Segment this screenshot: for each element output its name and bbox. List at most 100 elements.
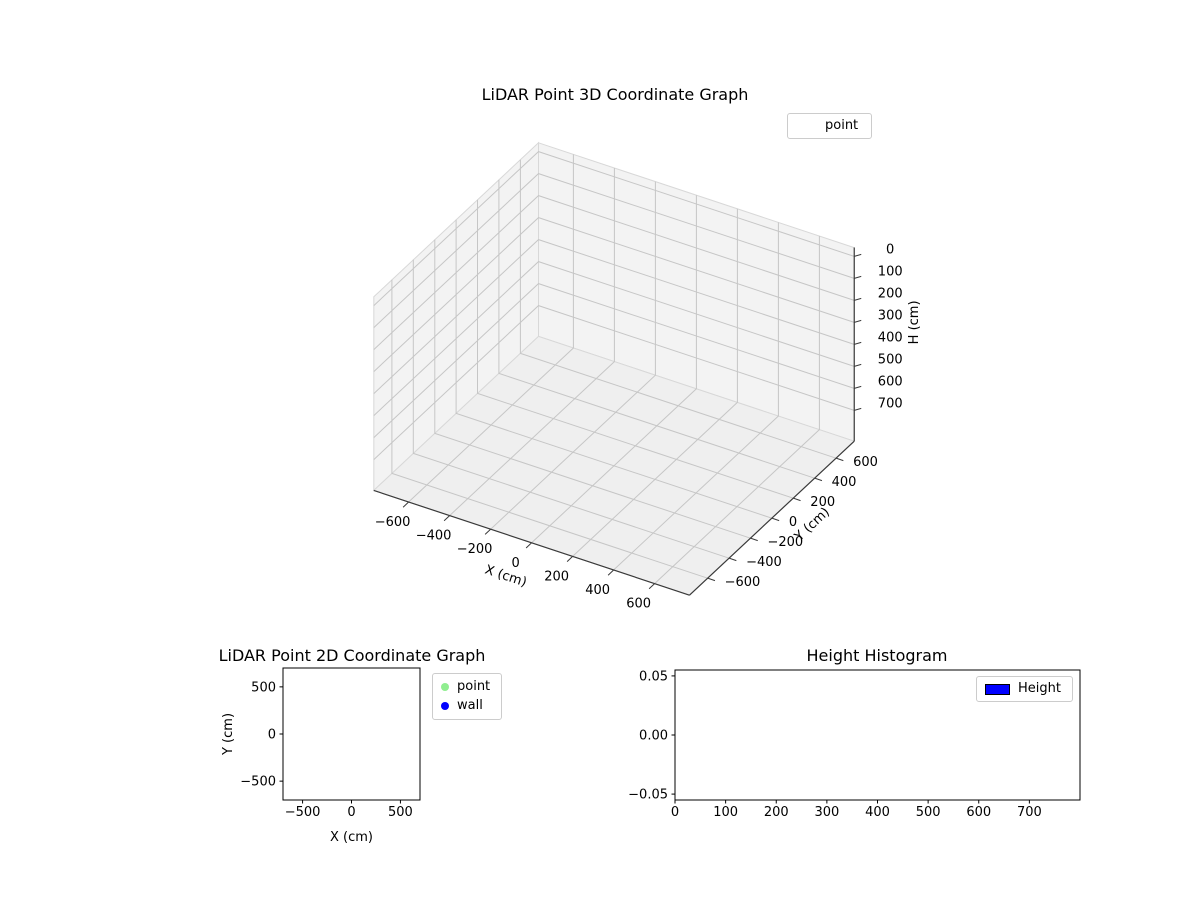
plot3d-gridline: [434, 239, 751, 539]
plot3d-x-tick: [525, 542, 532, 549]
plot3d-legend: point: [787, 113, 873, 139]
plot3d-y-tick-label: 0: [789, 515, 797, 530]
plot3d-gridline: [373, 151, 855, 306]
hist-title: Height Histogram: [806, 646, 948, 665]
plot3d-y-tick: [793, 497, 801, 502]
wall-marker-icon: [441, 702, 449, 710]
plot3d-gridline: [373, 305, 855, 460]
plot3d-x-tick: [443, 515, 450, 522]
plot3d-z-tick-label: 600: [878, 374, 903, 389]
plot3d-z-tick: [854, 407, 862, 411]
plot2d-legend: point wall: [432, 673, 503, 720]
plot3d-x-tick-label: −600: [375, 515, 411, 530]
plot3d-z-tick-label: 100: [878, 264, 903, 279]
plot3d-x-axis-label: X (cm): [483, 563, 529, 591]
plot3d-gridline: [455, 219, 773, 519]
point-marker-icon: [441, 683, 449, 691]
hist-legend-row-height: Height: [985, 681, 1061, 697]
plot3d-title: LiDAR Point 3D Coordinate Graph: [481, 85, 749, 104]
hist-y-tick-label: 0.05: [639, 669, 668, 684]
plot3d-x-tick: [607, 569, 614, 576]
plot3d-x-tick: [484, 528, 491, 535]
plot3d-gridline: [391, 279, 708, 579]
plot3d-y-tick: [707, 577, 716, 582]
plot2d-x-tick-label: 500: [388, 805, 413, 820]
plot2d-x-tick-label: 0: [347, 805, 355, 820]
plot3d-x-tick-label: −200: [457, 542, 493, 557]
plot3d-y-tick: [750, 537, 758, 542]
plot3d-z-tick-label: 300: [878, 308, 903, 323]
plot3d-z-axis-label: H (cm): [907, 300, 922, 344]
plot3d-x-tick-label: 200: [544, 569, 569, 584]
hist-y-tick-label: 0.00: [639, 729, 668, 744]
plot3d-gridline: [373, 217, 855, 372]
plot2d-x-axis-label: X (cm): [330, 830, 373, 845]
plot3d-y-tick-label: 200: [810, 495, 835, 510]
plot2d-y-axis-label: Y (cm): [221, 713, 236, 756]
plot3d-gridline: [449, 168, 615, 516]
hist-x-tick-label: 100: [713, 805, 738, 820]
plot3d-legend-point-label: point: [825, 118, 859, 133]
plot3d-gridline: [373, 173, 855, 328]
plot3d-y-axis-label: Y (cm): [791, 505, 833, 545]
plot3d-gridline: [373, 195, 855, 350]
plot3d-x-tick: [648, 583, 655, 590]
plot3d-z-tick: [854, 275, 862, 279]
plot3d-x-tick-label: 600: [626, 597, 651, 612]
plot3d-z-tick-label: 500: [878, 352, 903, 367]
plot3d-gridline: [519, 159, 837, 459]
plot2d-legend-row-wall: wall: [441, 698, 490, 714]
plot2d-legend-row-point: point: [441, 679, 490, 695]
plot2d-axes-box: [282, 667, 421, 801]
plot3d-y-tick: [814, 477, 823, 482]
plot3d-y-tick-label: 400: [832, 475, 857, 490]
plot3d-gridline: [373, 261, 855, 416]
plot3d-y-tick-label: −200: [768, 535, 804, 550]
plot3d-gridline: [373, 239, 855, 394]
plot2d-x-tick-label: −500: [285, 805, 321, 820]
hist-legend: Height: [976, 676, 1073, 702]
plot3d-x-tick: [566, 556, 573, 562]
plot3d-z-tick: [854, 363, 862, 367]
plot3d-gridline: [412, 259, 730, 559]
plot3d-gridline: [572, 208, 738, 557]
plot3d-y-tick-label: −400: [746, 555, 782, 570]
plot3d-z-tick-label: 400: [878, 330, 903, 345]
plot3d-y-tick-label: −600: [725, 575, 761, 590]
plot3d-z-tick: [854, 297, 862, 301]
hist-x-tick-label: 400: [865, 805, 890, 820]
hist-x-tick-label: 200: [764, 805, 789, 820]
plot3d-y-tick-label: 600: [853, 455, 878, 470]
hist-x-tick-label: 0: [671, 805, 679, 820]
hist-x-tick-label: 300: [814, 805, 839, 820]
plot2d-legend-point-label: point: [457, 679, 491, 694]
plot3d-gridline: [531, 195, 697, 544]
plot2d-y-tick-label: 0: [268, 728, 276, 743]
plot3d-x-tick: [402, 501, 409, 508]
hist-x-tick-label: 600: [966, 805, 991, 820]
plot3d-gridline: [654, 236, 820, 584]
plot3d-z-tick: [854, 385, 862, 389]
plot2d-legend-wall-label: wall: [457, 698, 483, 713]
plot3d-z-tick: [854, 253, 862, 257]
plot3d-x-tick-label: −400: [416, 529, 452, 544]
plot3d-z-tick-label: 200: [878, 286, 903, 301]
plot3d-gridline: [498, 179, 815, 479]
plot3d-gridline: [373, 283, 855, 438]
plot2d-title: LiDAR Point 2D Coordinate Graph: [218, 646, 486, 665]
hist-x-tick-label: 700: [1017, 805, 1042, 820]
plot3d-gridline: [490, 181, 656, 530]
plot3d-z-tick: [854, 341, 862, 345]
plot2d-y-tick-label: 500: [251, 680, 276, 695]
height-swatch-icon: [985, 683, 1010, 695]
hist-legend-height-label: Height: [1018, 681, 1061, 696]
plot3d-x-tick-label: 400: [585, 583, 610, 598]
hist-x-tick-label: 500: [916, 805, 941, 820]
plot3d-y-tick: [728, 557, 737, 562]
plot3d-z-tick-label: 0: [886, 242, 894, 257]
plot3d-gridline: [477, 199, 794, 499]
plot3d-z-tick: [854, 319, 862, 323]
plot3d-y-tick: [771, 517, 780, 522]
